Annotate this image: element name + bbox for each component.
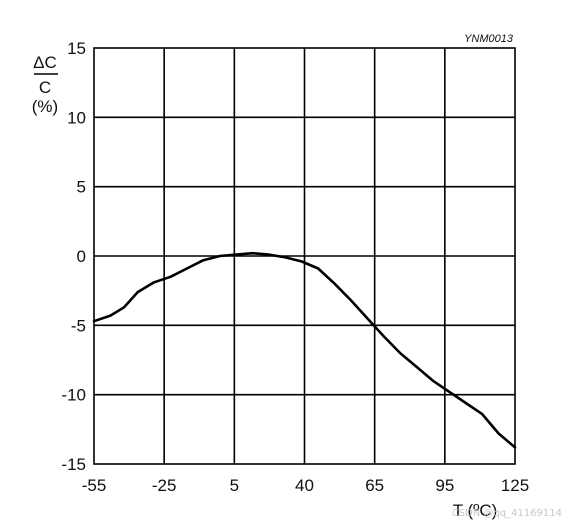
y-axis-label-denominator: C <box>39 78 51 97</box>
y-tick-label: 5 <box>77 178 86 197</box>
figure-code: YNM0013 <box>464 33 514 45</box>
grid-lines <box>94 48 515 464</box>
x-tick-label: 125 <box>501 476 529 495</box>
x-tick-label: 40 <box>295 476 314 495</box>
y-axis-label-numerator: ΔC <box>33 53 57 72</box>
y-tick-label: 0 <box>77 247 86 266</box>
y-tick-label: -5 <box>71 316 86 335</box>
x-tick-label: 65 <box>365 476 384 495</box>
y-tick-label: 10 <box>67 108 86 127</box>
y-tick-label: -15 <box>61 455 86 474</box>
x-tick-label: 5 <box>230 476 239 495</box>
x-tick-label: 95 <box>435 476 454 495</box>
x-tick-label: -55 <box>82 476 107 495</box>
y-tick-labels: 15 10 5 0 -5 -10 -15 <box>61 39 86 474</box>
series-line <box>92 251 517 449</box>
x-axis-label: T (ºC) <box>453 501 498 520</box>
plot-frame <box>93 47 516 465</box>
y-tick-label: 15 <box>67 39 86 58</box>
x-tick-labels: -55 -25 5 40 65 95 125 <box>82 476 529 495</box>
watermark: CSDN @qq_41169114 <box>452 508 562 519</box>
x-tick-label: -25 <box>152 476 177 495</box>
y-tick-label: -10 <box>61 386 86 405</box>
y-axis-label-unit: (%) <box>32 97 58 116</box>
